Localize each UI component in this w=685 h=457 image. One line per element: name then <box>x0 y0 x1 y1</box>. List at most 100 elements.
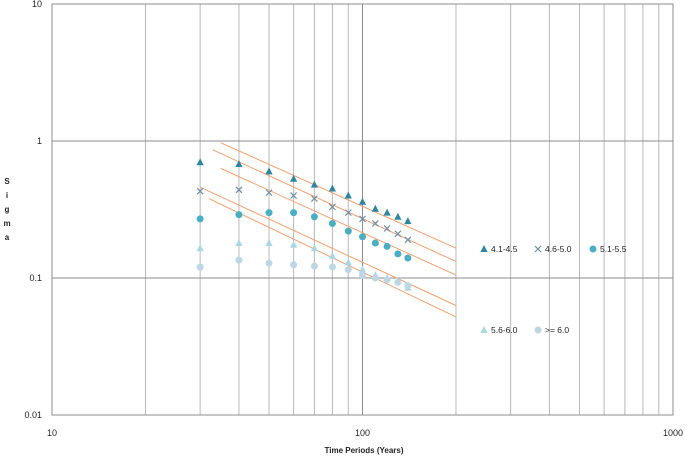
data-point <box>235 186 243 194</box>
data-point <box>328 203 336 211</box>
data-point <box>265 239 273 247</box>
data-point <box>196 158 204 166</box>
data-point <box>371 274 379 282</box>
legend-item: 5.1-5.5 <box>589 244 627 254</box>
data-point <box>359 233 366 241</box>
data-point <box>359 271 366 279</box>
data-point <box>371 239 379 247</box>
series-4 <box>196 239 412 291</box>
data-point <box>310 262 318 270</box>
data-point <box>196 263 204 271</box>
data-point <box>344 227 352 235</box>
data-point-stroke <box>383 225 391 232</box>
legend-marker <box>534 326 542 334</box>
data-point <box>328 263 336 271</box>
y-tick-label: 0.1 <box>29 273 42 283</box>
x-tick-label: 10 <box>47 428 57 438</box>
data-points <box>196 158 412 291</box>
data-point <box>328 251 337 259</box>
y-axis-title-letter: a <box>5 233 10 242</box>
trendline <box>220 142 457 249</box>
data-point-stroke <box>265 189 273 197</box>
data-point-stroke <box>404 236 412 244</box>
y-tick-label: 1 <box>37 136 42 146</box>
y-tick-label: 10 <box>32 0 42 9</box>
data-point <box>265 189 273 197</box>
data-point <box>196 187 204 195</box>
series-5 <box>196 256 412 290</box>
data-point <box>404 254 412 262</box>
y-axis-title-letter: g <box>5 205 10 214</box>
data-point-stroke <box>344 209 352 217</box>
legend-marker <box>480 326 488 333</box>
data-point <box>290 174 298 182</box>
data-point <box>358 265 367 273</box>
data-point <box>371 220 379 227</box>
data-point <box>371 204 379 212</box>
data-point <box>359 215 366 223</box>
data-point <box>394 230 402 238</box>
data-point-stroke <box>196 187 204 195</box>
data-point <box>235 211 243 219</box>
data-point <box>328 184 337 192</box>
data-point <box>383 208 391 216</box>
y-tick-label: 0.01 <box>24 410 42 420</box>
y-axis-title-letter: i <box>6 191 8 200</box>
data-point <box>394 278 402 286</box>
legend-label: 4.6-5.0 <box>545 244 572 254</box>
data-point <box>310 213 318 221</box>
series-1 <box>196 158 412 225</box>
legend-item: 5.6-6.0 <box>480 325 518 335</box>
data-point <box>394 250 402 258</box>
data-point-stroke <box>394 230 402 238</box>
legend-item: >= 6.0 <box>534 325 569 335</box>
data-point-stroke <box>235 186 243 194</box>
data-point <box>235 239 243 247</box>
data-point-stroke <box>310 195 318 202</box>
data-point <box>383 225 391 232</box>
data-point <box>290 209 298 217</box>
data-point <box>394 212 402 220</box>
series-3 <box>196 209 412 262</box>
data-point <box>310 180 319 188</box>
data-point <box>344 258 352 266</box>
legend-label: >= 6.0 <box>545 325 569 335</box>
data-point <box>235 256 243 264</box>
data-point <box>310 195 318 202</box>
data-point <box>265 167 273 175</box>
data-point <box>196 215 204 223</box>
y-axis-title-letter: m <box>3 219 10 228</box>
legend-label: 5.1-5.5 <box>600 244 627 254</box>
plot-area-border <box>51 3 674 416</box>
tick-labels: 10 100 1000 0.01 0.1 1 10 <box>24 0 683 438</box>
data-point-stroke <box>290 192 298 199</box>
data-point <box>265 259 273 267</box>
data-point <box>404 217 412 225</box>
data-point <box>358 197 367 205</box>
legend: 4.1-4.5 4.6-5.0 5.1-5.5 5.6-6.0 >= 6.0 <box>480 244 627 335</box>
legend-marker <box>534 245 542 253</box>
legend-label: 4.1-4.5 <box>491 244 518 254</box>
data-point <box>383 242 391 250</box>
trendline <box>199 186 457 306</box>
x-axis-title: Time Periods (Years) <box>325 446 404 455</box>
y-axis-title-letter: S <box>4 177 10 186</box>
data-point <box>290 261 298 269</box>
x-tick-label: 1000 <box>663 428 683 438</box>
x-tick-label: 100 <box>355 428 370 438</box>
data-point <box>344 191 352 199</box>
data-point <box>344 266 352 274</box>
data-point-stroke <box>328 203 336 211</box>
legend-item: 4.1-4.5 <box>480 244 518 254</box>
data-point <box>196 244 204 252</box>
data-point <box>404 236 412 244</box>
data-point <box>290 192 298 199</box>
data-point <box>344 209 352 217</box>
data-point <box>290 240 298 248</box>
legend-marker <box>480 245 488 252</box>
data-point <box>328 219 336 227</box>
data-point-stroke <box>359 215 366 223</box>
data-point <box>235 159 243 167</box>
